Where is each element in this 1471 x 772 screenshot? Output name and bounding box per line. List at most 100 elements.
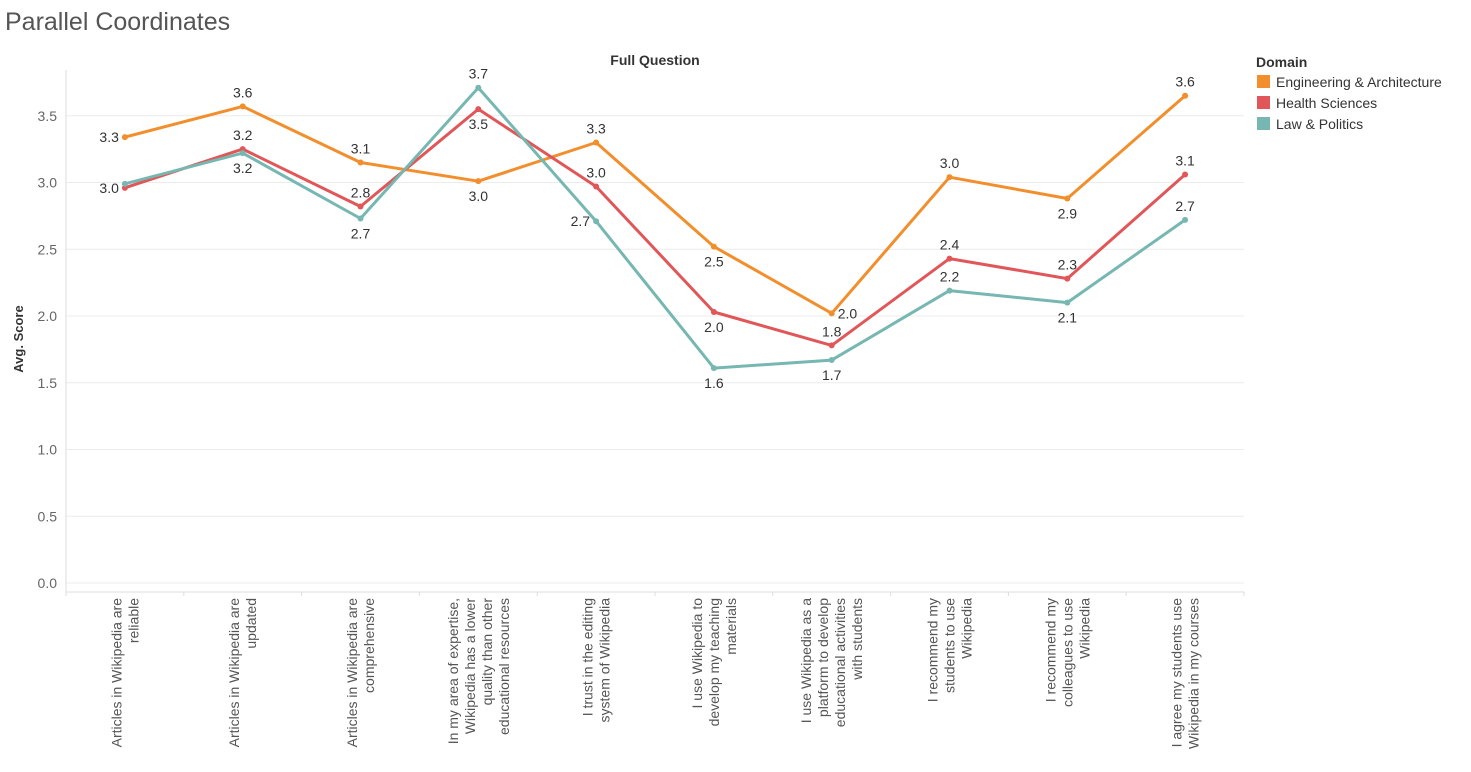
data-point[interactable] [946,287,953,294]
data-point[interactable] [239,103,246,110]
legend-swatch[interactable] [1257,75,1270,88]
x-tick-label: Articles in Wikipedia are updated [226,598,259,748]
x-tick-label-line: platform to develop [815,598,831,717]
data-label: 1.6 [704,375,724,391]
x-tick-label-line: Wikipedia in my courses [1186,598,1202,749]
x-tick-label-line: educational activities [832,598,848,727]
line-layer [121,84,1189,372]
data-label: 2.1 [1058,310,1078,326]
data-label: 2.7 [1175,198,1195,214]
x-tick-label-line: educational resources [496,598,512,735]
data-point[interactable] [946,174,953,181]
data-point[interactable] [710,308,717,315]
data-point[interactable] [710,243,717,250]
x-tick-label-line: updated [243,598,259,649]
data-point[interactable] [828,342,835,349]
data-label: 2.7 [571,213,591,229]
x-tick-label-line: I use Wikipedia to [689,598,705,709]
y-tick-label: 2.5 [38,241,58,257]
x-tick-label: Articles in Wikipedia are comprehensive [344,598,377,748]
x-tick-label-line: I recommend my [925,598,941,702]
data-point[interactable] [475,178,482,185]
x-tick-label-line: I recommend my [1042,598,1058,702]
data-point[interactable] [475,106,482,113]
legend[interactable]: Domain Engineering & Architecture Health S… [1256,54,1442,132]
data-label: 3.3 [586,120,606,136]
legend-title: Domain [1256,54,1307,70]
data-label: 2.9 [1058,206,1078,222]
data-label: 3.6 [1175,74,1195,90]
x-tick-label: I use Wikipedia to develop my teaching mat… [689,598,739,727]
data-point[interactable] [946,255,953,262]
x-tick-label-line: Articles in Wikipedia are [108,598,124,748]
data-point[interactable] [710,365,717,372]
x-axis-title: Full Question [610,52,699,68]
data-label: 2.0 [838,305,858,321]
data-label: 3.1 [351,140,371,156]
data-label: 1.7 [822,367,842,383]
y-tick-label: 1.0 [38,442,58,458]
x-tick-label-line: Articles in Wikipedia are [226,598,242,748]
data-label: 3.1 [1175,152,1195,168]
data-point[interactable] [593,218,600,225]
legend-item-label[interactable]: Law & Politics [1276,116,1363,132]
x-tick-label: Articles in Wikipedia are reliable [108,598,141,748]
series-line[interactable] [123,94,1187,315]
data-label: 3.0 [469,188,489,204]
x-tick-label-line: Articles in Wikipedia are [344,598,360,748]
y-tick-label: 3.0 [38,175,58,191]
data-point[interactable] [593,139,600,146]
series-line[interactable] [123,86,1187,370]
grid-layer [66,115,1244,584]
data-point[interactable] [475,84,482,91]
data-label: 3.0 [99,180,119,196]
data-point[interactable] [357,159,364,166]
y-tick-label: 1.5 [38,375,58,391]
data-label: 1.8 [822,323,842,339]
axis-layer: 0.0 0.5 1.0 1.5 2.0 2.5 3.0 3.5 Full Question Avg… [11,52,1245,749]
data-label: 2.4 [940,237,960,253]
data-label: 3.2 [233,127,253,143]
y-tick-label: 3.5 [38,108,58,124]
x-tick-label-line: I trust in the editing [580,598,596,716]
data-label: 2.2 [940,269,960,285]
data-label: 3.5 [469,116,489,132]
data-point[interactable] [121,134,128,141]
data-point[interactable] [1064,299,1071,306]
x-tick-label-line: students to use [942,598,958,693]
y-axis-title: Avg. Score [11,305,26,372]
data-point[interactable] [828,310,835,317]
series-line[interactable] [123,107,1187,347]
x-tick-label: I use Wikipedia as a platform to develop e… [798,598,865,727]
legend-swatch[interactable] [1257,96,1270,109]
data-label: 3.0 [586,165,606,181]
data-point[interactable] [1064,195,1071,202]
data-point[interactable] [1182,92,1189,99]
y-tick-label: 0.0 [38,575,58,591]
x-tick-label-line: quality than other [479,598,495,706]
data-point[interactable] [357,215,364,222]
data-point[interactable] [1064,275,1071,282]
data-point[interactable] [357,203,364,210]
legend-swatch[interactable] [1257,117,1270,130]
data-point[interactable] [239,150,246,157]
data-label: 2.5 [704,254,724,270]
data-point[interactable] [1182,171,1189,178]
data-label: 2.0 [704,319,724,335]
y-tick-label: 2.0 [38,308,58,324]
x-tick-label: In my area of expertise, Wikipedia has a … [445,598,512,745]
x-tick-label-line: colleagues to use [1059,598,1075,707]
data-label: 3.6 [233,84,253,100]
data-point[interactable] [828,357,835,364]
x-tick-label-line: I use Wikipedia as a [798,598,814,723]
legend-item-label[interactable]: Health Sciences [1276,95,1377,111]
x-tick-label-line: Wikipedia [959,598,975,659]
data-point[interactable] [593,183,600,190]
data-point[interactable] [1182,216,1189,223]
data-point[interactable] [121,180,128,187]
page-title: Parallel Coordinates [5,8,231,36]
x-tick-label-line: reliable [125,598,141,643]
legend-item-label[interactable]: Engineering & Architecture [1276,74,1442,90]
